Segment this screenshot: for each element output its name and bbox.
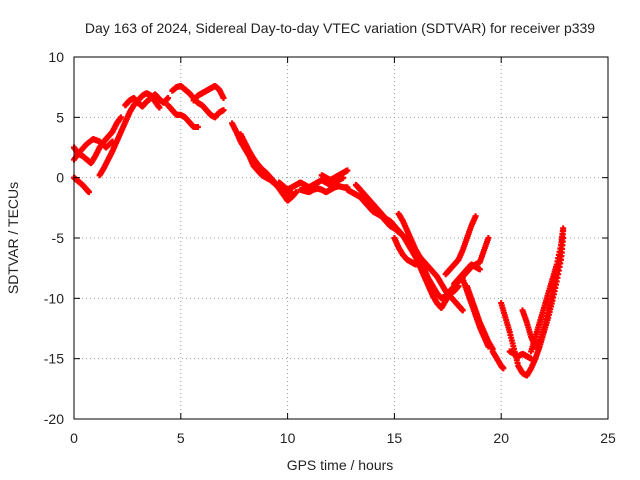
- data-point: [485, 235, 492, 241]
- y-tick-label: 5: [56, 109, 64, 125]
- data-point: [560, 225, 567, 232]
- data-point: [194, 123, 201, 130]
- data-point: [85, 189, 92, 196]
- data-point: [164, 95, 171, 102]
- y-tick-label: 0: [56, 170, 64, 186]
- data-point: [117, 114, 124, 121]
- data-point: [412, 261, 419, 268]
- x-tick-label: 5: [177, 430, 185, 446]
- data-point: [220, 95, 227, 102]
- y-tick-label: -20: [44, 411, 64, 427]
- data-point: [459, 307, 466, 314]
- y-tick-label: -5: [52, 230, 65, 246]
- axis-ticks: 0 5 10 15 20 25 10 5 0 -5 -10 -15 -20: [44, 49, 616, 446]
- x-tick-label: 15: [387, 430, 403, 446]
- data-series: [71, 82, 567, 379]
- data-point: [344, 167, 351, 174]
- data-point: [472, 213, 479, 220]
- x-tick-label: 0: [70, 430, 78, 446]
- data-point: [500, 365, 507, 372]
- x-tick-label: 20: [493, 430, 509, 446]
- x-tick-label: 10: [280, 430, 296, 446]
- grid: [74, 57, 608, 419]
- y-tick-label: 10: [48, 49, 64, 65]
- x-axis-label: GPS time / hours: [287, 457, 394, 473]
- y-axis-label: SDTVAR / TECUs: [5, 182, 21, 294]
- y-tick-label: -10: [44, 290, 64, 306]
- x-tick-label: 25: [600, 430, 616, 446]
- data-point: [528, 355, 535, 362]
- data-point: [293, 189, 300, 196]
- data-point: [156, 104, 163, 111]
- data-point: [220, 107, 227, 114]
- data-point: [485, 343, 492, 350]
- data-point: [476, 266, 483, 273]
- y-tick-label: -15: [44, 351, 64, 367]
- chart-title: Day 163 of 2024, Sidereal Day-to-day VTE…: [85, 20, 595, 36]
- data-point: [455, 283, 462, 290]
